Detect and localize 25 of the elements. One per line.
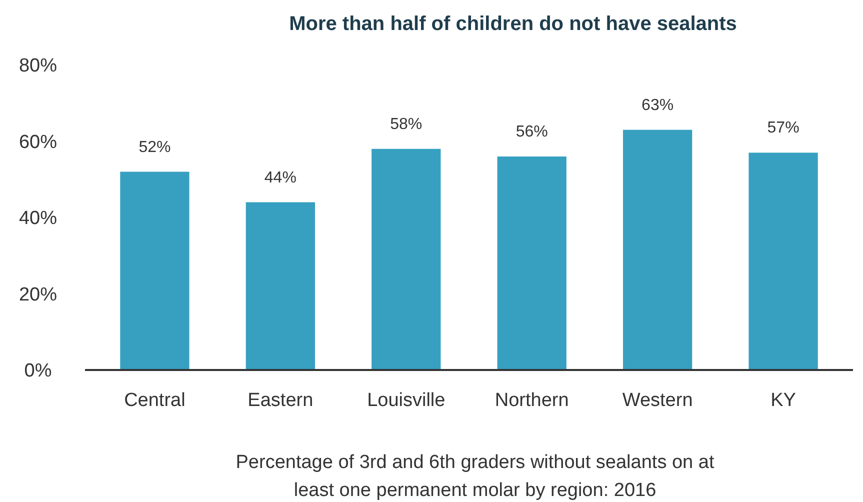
chart-title: More than half of children do not have sealants: [289, 13, 737, 35]
x-tick-label: Louisville: [367, 390, 446, 411]
y-tick-label: 40%: [18, 208, 58, 230]
bar: [748, 152, 818, 370]
data-label: 63%: [642, 96, 674, 114]
bar: [120, 172, 190, 370]
y-tick-label: 80%: [18, 56, 58, 77]
y-tick-label: 60%: [18, 132, 58, 153]
data-label: 58%: [390, 116, 422, 133]
x-tick-label: Central: [124, 390, 186, 411]
y-tick-label: 0%: [24, 360, 52, 382]
data-label: 56%: [516, 124, 548, 140]
x-tick-label: Eastern: [248, 390, 314, 411]
x-tick-label: KY: [770, 390, 796, 411]
y-tick-label: 20%: [18, 284, 58, 306]
data-label: 57%: [767, 120, 800, 137]
x-tick-label: Western: [622, 390, 693, 411]
bar: [372, 148, 441, 370]
x-axis-title: Percentage of 3rd and 6th graders without sealants on at least one permanent molar by region: 2016: [236, 452, 715, 501]
data-label: 44%: [264, 169, 296, 186]
x-tick-label: Northern: [494, 390, 569, 411]
bar: [497, 156, 566, 370]
bar: [623, 130, 692, 370]
bar: [246, 202, 315, 370]
data-label: 52%: [138, 138, 171, 156]
